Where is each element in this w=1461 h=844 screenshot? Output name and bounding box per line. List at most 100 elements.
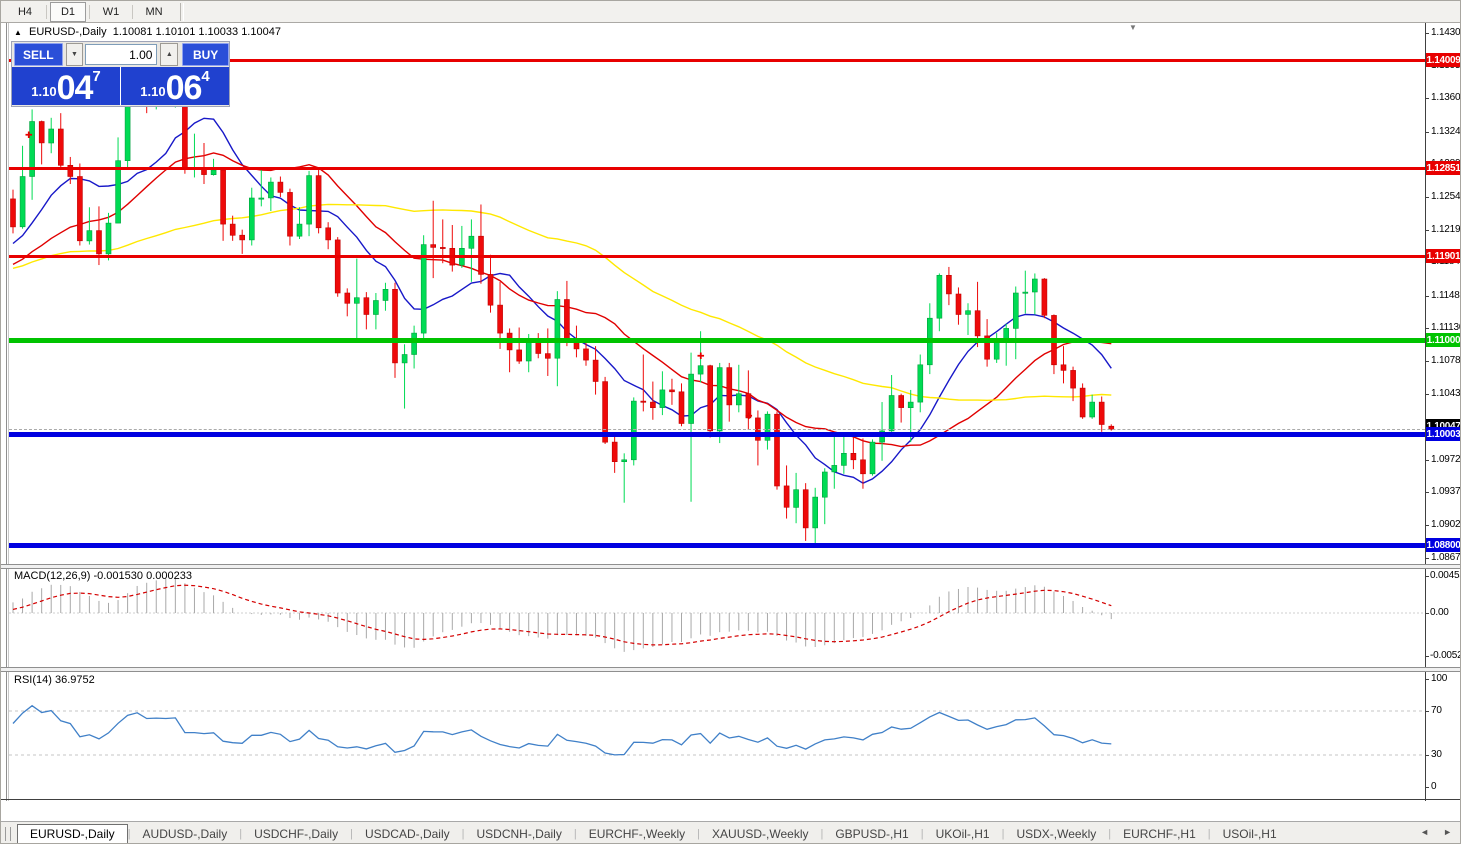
tab-bar-grip[interactable] xyxy=(5,826,11,841)
timeframe-toolbar: H4 D1 W1 MN xyxy=(1,1,1460,23)
collapse-triangle-icon[interactable]: ▲ xyxy=(14,28,22,37)
tabs-scroll-right-icon[interactable]: ► xyxy=(1443,827,1452,837)
buy-button[interactable]: BUY xyxy=(182,43,230,66)
price-axis-label: 1.14300 xyxy=(1431,27,1461,38)
tab-separator: | xyxy=(1108,827,1112,840)
price-axis-label: 1.12540 xyxy=(1431,191,1461,202)
timeframe-button-w1[interactable]: W1 xyxy=(102,5,120,18)
chart-tab-usoil[interactable]: USOil-,H1 xyxy=(1222,826,1277,841)
chart-bottom-border xyxy=(1,799,1460,800)
hline-price-tag: 1.11901 xyxy=(1426,249,1461,263)
price-axis-tick xyxy=(1425,197,1429,198)
macd-axis-label: 0.00 xyxy=(1430,607,1449,618)
pane-splitter[interactable] xyxy=(1,667,1460,672)
sell-price-pips: 04 xyxy=(56,69,94,107)
chart-tab-bar: EURUSD-,Daily | AUDUSD-,Daily | USDCHF-,Dail… xyxy=(1,821,1460,843)
macd-axis-tick xyxy=(1425,576,1429,577)
rsi-axis-label: 100 xyxy=(1431,673,1448,684)
price-axis-label: 1.12190 xyxy=(1431,224,1461,235)
buy-price-display[interactable]: 1.10 06 4 xyxy=(121,67,229,105)
hline-1.11901[interactable] xyxy=(9,255,1425,258)
toolbar-separator xyxy=(89,4,90,19)
tab-separator: | xyxy=(920,827,924,840)
hline-price-tag: 1.14009 xyxy=(1426,53,1461,67)
main-chart-canvas[interactable] xyxy=(9,23,1425,564)
hline-price-tag: 1.08800 xyxy=(1426,538,1461,552)
chart-tab-usdcad[interactable]: USDCAD-,Daily xyxy=(364,826,450,841)
macd-axis-label: 0.004536 xyxy=(1430,570,1460,581)
price-axis-tick xyxy=(1425,296,1429,297)
rsi-axis-tick xyxy=(1425,787,1429,788)
price-axis-label: 1.09370 xyxy=(1431,486,1461,497)
hline-price-tag: 1.12851 xyxy=(1426,161,1461,175)
toolbar-divider xyxy=(180,2,184,21)
chart-tab-xauusd[interactable]: XAUUSD-,Weekly xyxy=(712,826,809,841)
price-axis-tick xyxy=(1425,98,1429,99)
price-axis-separator xyxy=(1425,23,1426,801)
timeframe-button-d1[interactable]: D1 xyxy=(50,1,86,22)
chart-tab-eurchf[interactable]: EURCHF-,H1 xyxy=(1123,826,1196,841)
price-axis-label: 1.13600 xyxy=(1431,92,1461,103)
chart-tab-gbpusd[interactable]: GBPUSD-,H1 xyxy=(835,826,909,841)
sell-price-display[interactable]: 1.10 04 7 xyxy=(12,67,120,105)
chart-tab-eurusd[interactable]: EURUSD-,Daily xyxy=(17,823,128,843)
toolbar-separator xyxy=(132,4,133,19)
price-axis-tick xyxy=(1425,492,1429,493)
rsi-axis-tick xyxy=(1425,679,1429,680)
chart-tab-usdchf[interactable]: USDCHF-,Daily xyxy=(254,826,339,841)
tab-separator: | xyxy=(573,827,577,840)
tab-separator: | xyxy=(239,827,243,840)
tab-separator: | xyxy=(1001,827,1005,840)
chart-window-border-highlight xyxy=(8,23,9,819)
hline-price-tag: 1.10003 xyxy=(1426,427,1461,441)
price-axis-tick xyxy=(1425,328,1429,329)
chart-tab-usdx[interactable]: USDX-,Weekly xyxy=(1016,826,1097,841)
chart-tab-audusd[interactable]: AUDUSD-,Daily xyxy=(142,826,228,841)
date-axis: 5 Jun 201914 Jun 201924 Jun 20193 Jul 20… xyxy=(1,801,1460,819)
symbol-period-label: EURUSD-,Daily xyxy=(28,26,107,38)
chart-tab-ukoil[interactable]: UKOil-,H1 xyxy=(935,826,990,841)
price-axis-tick xyxy=(1425,558,1429,559)
rsi-title: RSI(14) 36.9752 xyxy=(14,674,95,686)
price-axis-label: 1.09020 xyxy=(1431,519,1461,530)
volume-decrease-button[interactable]: ▼ xyxy=(65,43,84,66)
chart-tab-usdcnh[interactable]: USDCNH-,Daily xyxy=(476,826,562,841)
timeframe-button-mn[interactable]: MN xyxy=(145,5,163,18)
object-marker-icon[interactable]: ✚ xyxy=(745,411,753,421)
tabs-scroll-left-icon[interactable]: ◄ xyxy=(1420,827,1430,837)
rsi-indicator-canvas[interactable] xyxy=(9,672,1425,798)
hline-1.12851[interactable] xyxy=(9,167,1425,170)
rsi-axis-label: 0 xyxy=(1431,781,1437,792)
sell-button[interactable]: SELL xyxy=(14,43,63,66)
timeframe-button-h4[interactable]: H4 xyxy=(17,5,33,18)
price-axis-tick xyxy=(1425,361,1429,362)
hline-1.10003[interactable] xyxy=(9,432,1425,437)
rsi-axis-tick xyxy=(1425,711,1429,712)
hline-1.08800[interactable] xyxy=(9,543,1425,548)
volume-input[interactable] xyxy=(85,44,158,65)
ohlc-values: 1.10081 1.10101 1.10033 1.10047 xyxy=(112,26,281,38)
sell-price-prefix: 1.10 xyxy=(31,84,57,99)
macd-indicator-canvas[interactable] xyxy=(9,569,1425,665)
chart-window-border xyxy=(6,23,7,819)
hline-1.11000[interactable] xyxy=(9,338,1425,343)
toolbar-separator xyxy=(46,4,47,19)
price-axis-tick xyxy=(1425,460,1429,461)
buy-price-pips: 06 xyxy=(165,69,203,107)
object-marker-icon[interactable]: ✚ xyxy=(697,351,705,361)
price-axis-label: 1.13240 xyxy=(1431,126,1461,137)
price-axis-label: 1.11480 xyxy=(1431,290,1460,301)
price-axis-label: 1.09720 xyxy=(1431,454,1461,465)
macd-axis-tick xyxy=(1425,656,1429,657)
macd-axis-tick xyxy=(1425,613,1429,614)
pane-splitter[interactable] xyxy=(1,564,1460,569)
volume-increase-button[interactable]: ▲ xyxy=(160,43,179,66)
price-axis-tick xyxy=(1425,525,1429,526)
price-axis-tick xyxy=(1425,394,1429,395)
price-axis-label: 1.10430 xyxy=(1431,388,1461,399)
chart-tab-eurchf[interactable]: EURCHF-,Weekly xyxy=(588,826,686,841)
object-marker-icon[interactable]: ✚ xyxy=(25,130,33,140)
hline-1.14009[interactable] xyxy=(9,59,1425,62)
